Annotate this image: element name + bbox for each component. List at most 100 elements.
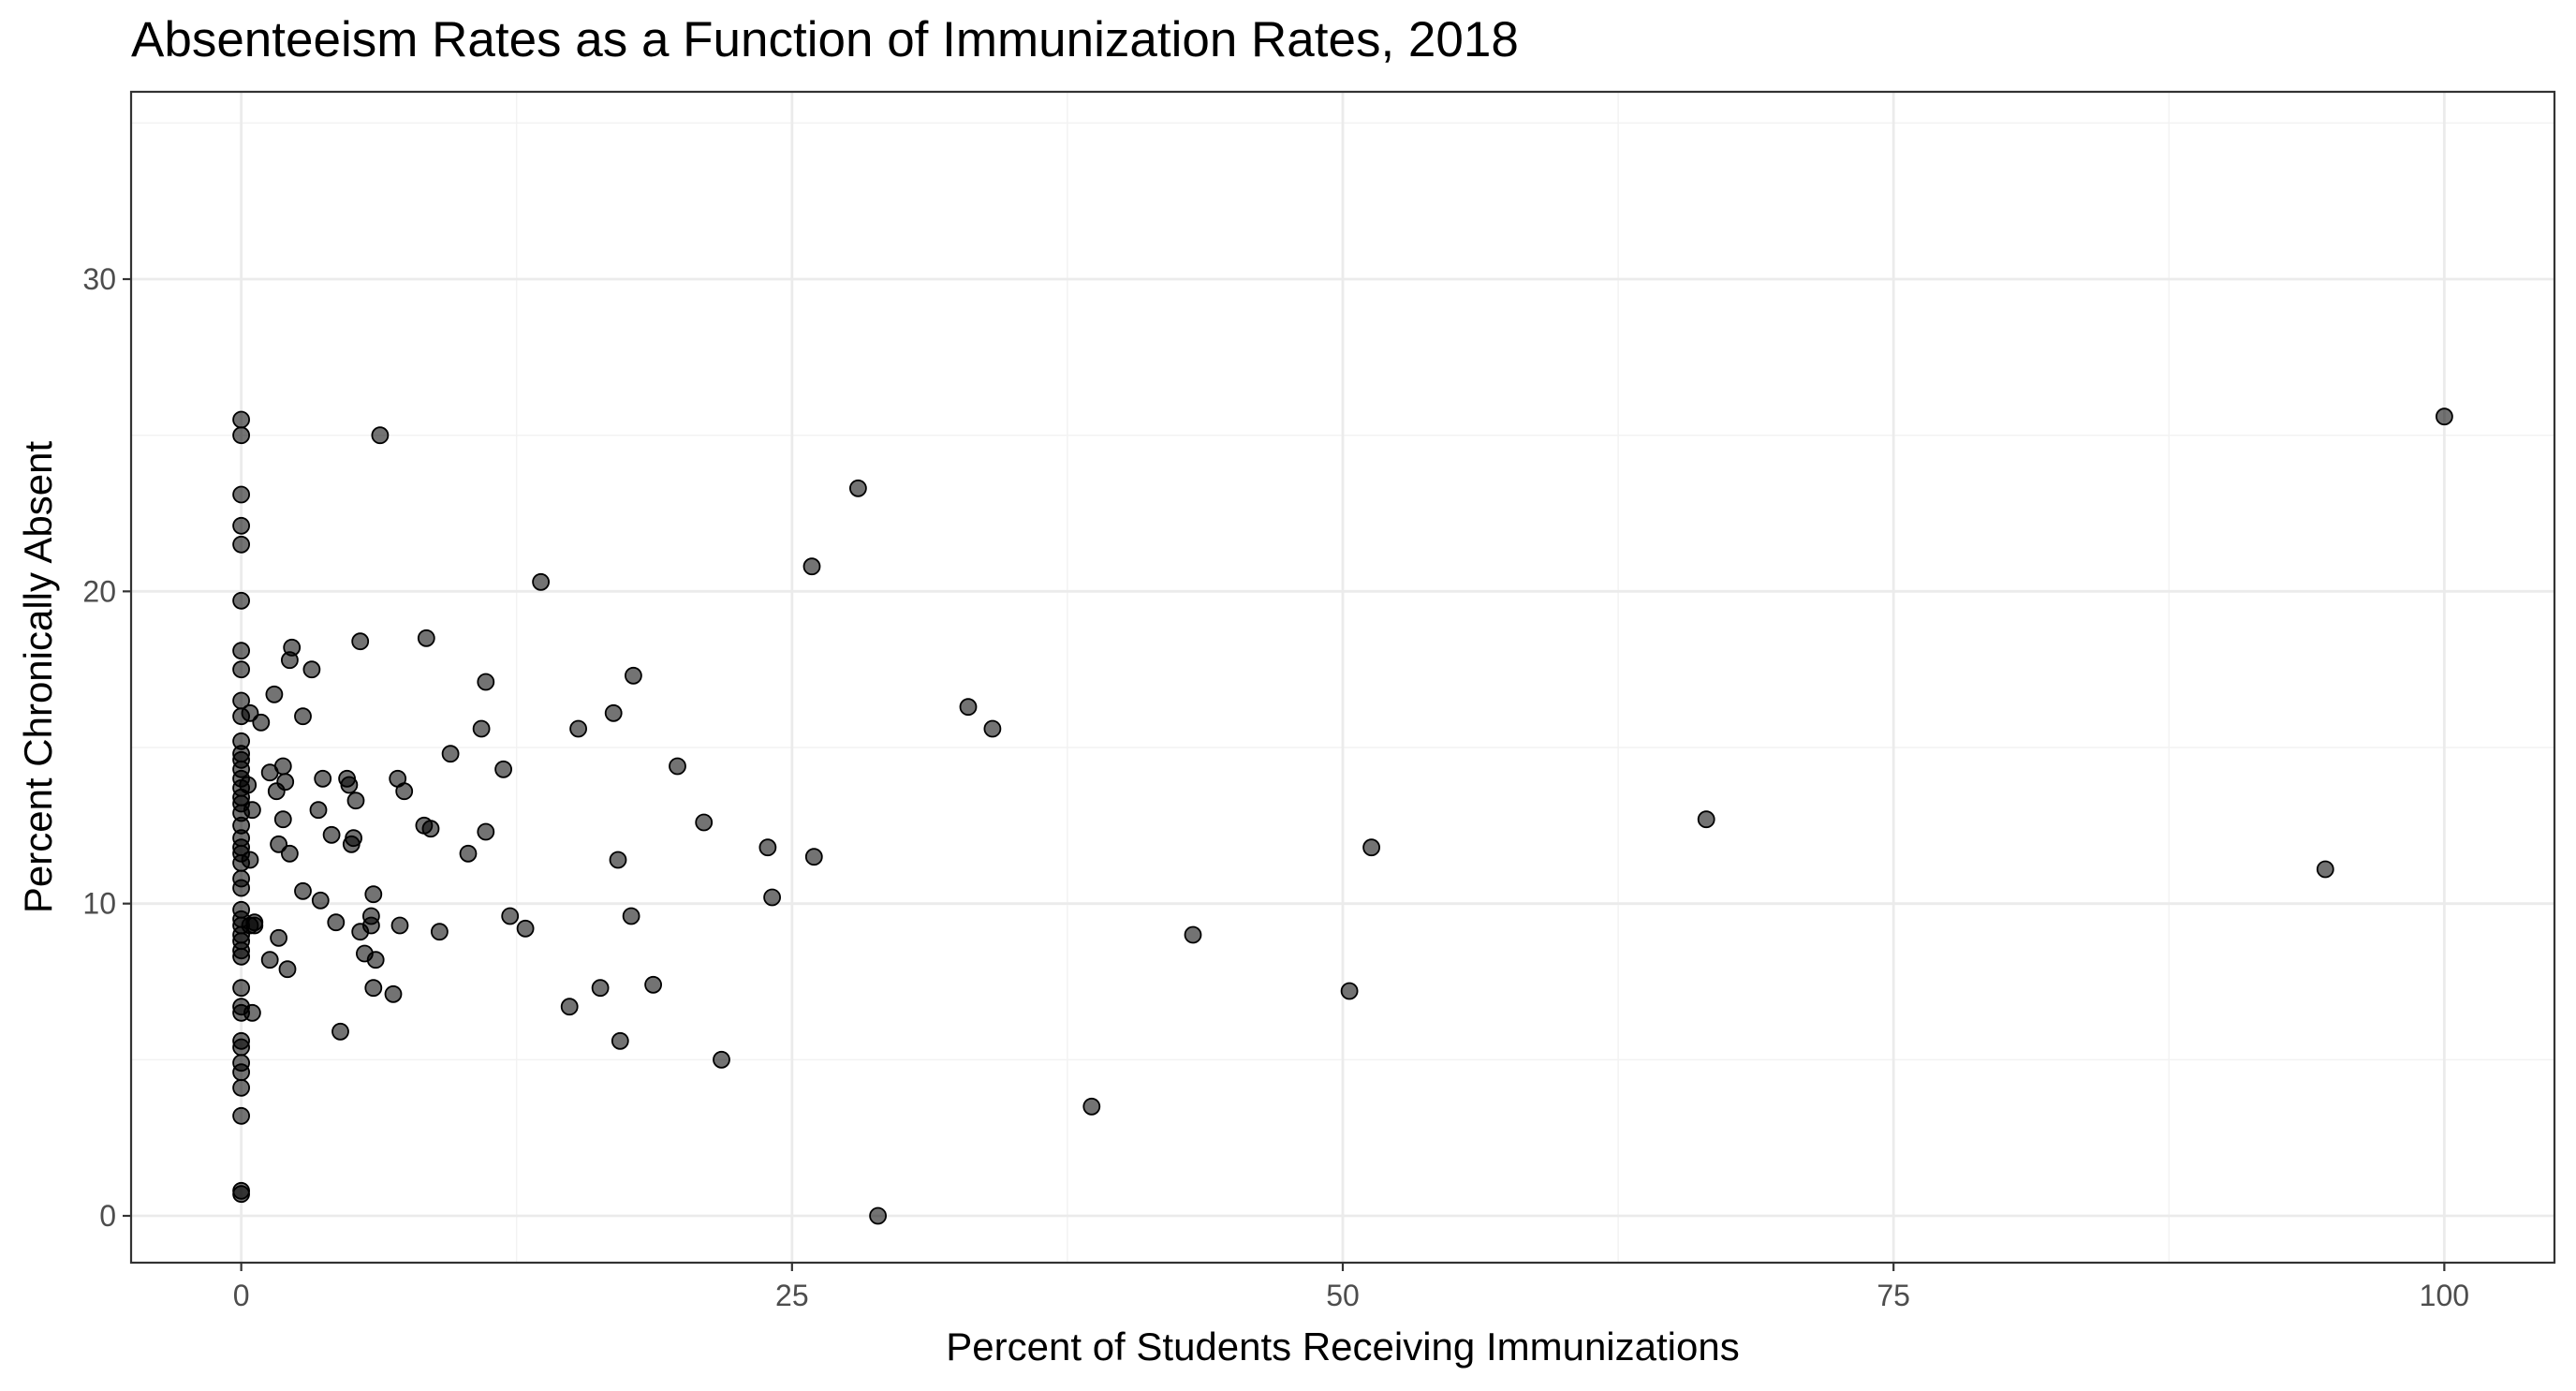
data-point [311,891,330,910]
data-point [390,916,409,935]
data-point [1082,1097,1101,1116]
data-point [232,1078,251,1097]
data-point [669,757,686,776]
data-point [273,757,292,776]
data-point [604,703,623,722]
data-point [322,825,341,844]
y-tick-label: 0 [99,1199,116,1233]
data-point [2316,860,2334,879]
x-tick-label: 50 [1326,1279,1360,1312]
data-point [232,516,251,535]
major-gridlines [131,92,2554,1263]
data-point [243,801,261,820]
data-point [611,1031,629,1050]
data-point [366,951,385,969]
data-point [294,707,312,726]
data-point [625,666,642,685]
data-point [243,1003,261,1022]
data-point [276,773,295,792]
data-point [1362,838,1380,857]
data-point [713,1050,730,1069]
data-point [1184,925,1202,944]
y-axis-ticks: 0 10 20 30 [82,262,131,1233]
y-tick-label: 20 [82,574,116,608]
data-point [232,1185,251,1204]
data-point [280,844,299,863]
data-point [327,913,346,932]
data-point [644,975,662,994]
data-point [241,703,259,722]
data-point [501,907,520,925]
data-point [763,888,781,907]
data-point [260,951,279,969]
data-point [351,632,370,651]
data-point [232,660,251,679]
y-axis-title: Percent Chronically Absent [16,441,60,914]
data-point [472,719,491,738]
data-point [314,769,332,788]
data-point [270,835,288,853]
data-point [804,848,823,866]
data-point [346,792,365,810]
data-point [232,591,251,610]
data-point [340,776,359,794]
data-point [560,998,579,1016]
data-point [232,1106,251,1125]
data-points [232,407,2453,1225]
data-point [2435,407,2453,426]
data-point [609,851,627,869]
data-point [232,535,251,554]
data-point [983,719,1002,738]
data-point [802,557,821,576]
data-point [364,885,383,904]
data-point [758,838,777,857]
data-point [516,919,535,938]
data-point [384,984,403,1003]
data-point [345,829,363,848]
data-point [459,844,478,863]
x-tick-label: 75 [1877,1279,1910,1312]
data-point [395,782,414,801]
data-point [417,629,435,647]
x-tick-label: 25 [775,1279,809,1312]
data-point [232,1063,251,1082]
data-point [245,913,264,932]
data-point [232,979,251,998]
data-point [477,822,495,841]
x-tick-label: 100 [2420,1279,2469,1312]
data-point [494,760,512,778]
data-point [532,572,550,591]
x-tick-label: 0 [233,1279,250,1312]
data-point [441,745,460,763]
data-point [239,776,258,794]
data-point [270,928,288,947]
data-point [1697,810,1715,829]
data-point [309,801,328,820]
data-point [232,642,251,660]
data-point [273,810,292,829]
data-point [232,410,251,429]
data-point [232,947,251,966]
data-point [421,820,440,838]
x-axis-title: Percent of Students Receiving Immunizati… [946,1324,1739,1369]
chart-title: Absenteeism Rates as a Function of Immun… [131,12,1519,67]
data-point [278,960,297,979]
data-point [430,923,449,941]
data-point [849,479,867,497]
data-point [265,685,284,703]
data-point [959,698,978,717]
data-point [695,813,714,832]
x-axis-ticks: 0 25 50 75 100 [233,1263,2469,1312]
data-point [302,660,321,679]
data-point [331,1022,349,1041]
data-point [371,426,390,445]
data-point [569,719,587,738]
data-point [241,851,259,869]
data-point [622,907,640,925]
y-tick-label: 30 [82,262,116,296]
data-point [477,673,495,691]
data-point [294,881,312,900]
data-point [1340,982,1359,1000]
data-point [232,1038,251,1057]
